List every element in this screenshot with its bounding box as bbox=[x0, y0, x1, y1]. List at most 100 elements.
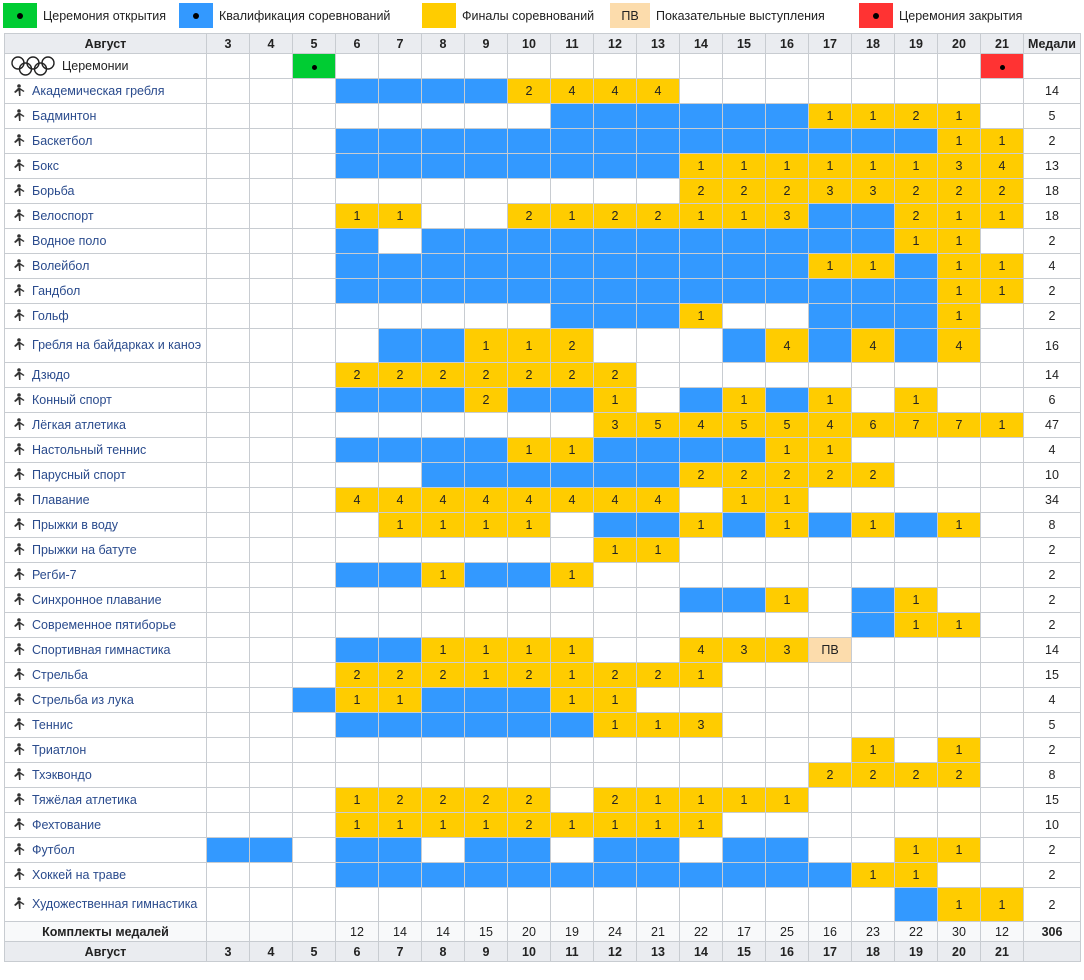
modern-pentathlon-icon bbox=[10, 618, 27, 631]
legend-closing-swatch bbox=[859, 3, 893, 28]
empty-cell bbox=[550, 512, 594, 538]
sport-link[interactable]: Спортивная гимнастика bbox=[32, 643, 171, 657]
legend-exhibition-swatch: ПВ bbox=[610, 3, 650, 28]
sport-link[interactable]: Лёгкая атлетика bbox=[32, 418, 127, 432]
sport-link[interactable]: Современное пятиборье bbox=[32, 618, 177, 632]
qualification-cell bbox=[636, 128, 680, 154]
final-cell: 6 bbox=[851, 412, 895, 438]
empty-cell bbox=[851, 712, 895, 738]
sport-link[interactable]: Бадминтон bbox=[32, 109, 97, 123]
empty-cell bbox=[636, 612, 680, 638]
final-cell: 3 bbox=[593, 412, 637, 438]
final-cell: 1 bbox=[851, 103, 895, 129]
day-header: 6 bbox=[335, 33, 379, 54]
sport-link[interactable]: Велоспорт bbox=[32, 209, 94, 223]
empty-cell bbox=[421, 837, 465, 863]
medals-count-cell: 6 bbox=[1023, 387, 1081, 413]
qualification-cell bbox=[722, 278, 766, 304]
sport-link[interactable]: Теннис bbox=[32, 718, 73, 732]
empty-cell bbox=[937, 862, 981, 888]
sport-link[interactable]: Художественная гимнастика bbox=[32, 897, 198, 911]
empty-cell bbox=[593, 562, 637, 588]
sport-link[interactable]: Дзюдо bbox=[32, 368, 70, 382]
sport-link[interactable]: Баскетбол bbox=[32, 134, 93, 148]
medals-count-cell: 14 bbox=[1023, 78, 1081, 104]
sport-link[interactable]: Конный спорт bbox=[32, 393, 112, 407]
medals-count-cell: 2 bbox=[1023, 837, 1081, 863]
sport-link[interactable]: Гандбол bbox=[32, 284, 81, 298]
weightlifting-icon bbox=[10, 793, 27, 806]
qualification-cell bbox=[421, 228, 465, 254]
final-cell: 1 bbox=[851, 737, 895, 763]
qualification-cell bbox=[808, 203, 852, 229]
sport-link[interactable]: Тхэквондо bbox=[32, 768, 92, 782]
empty-cell bbox=[722, 887, 766, 922]
sport-link[interactable]: Бокс bbox=[32, 159, 60, 173]
empty-cell bbox=[679, 328, 723, 363]
final-cell: 1 bbox=[808, 153, 852, 179]
qualification-cell bbox=[894, 328, 938, 363]
final-cell: 1 bbox=[464, 512, 508, 538]
sport-row: Дзюдо 2 2 2 2 2 2 2 14 bbox=[4, 362, 1081, 388]
empty-cell bbox=[980, 662, 1024, 688]
sport-name-cell: Тхэквондо bbox=[4, 762, 207, 788]
sport-link[interactable]: Академическая гребля bbox=[32, 84, 165, 98]
final-cell: 2 bbox=[593, 362, 637, 388]
sport-link[interactable]: Регби-7 bbox=[32, 568, 77, 582]
sport-link[interactable]: Стрельба из лука bbox=[32, 693, 134, 707]
sport-row: Настольный теннис 1 1 1 1 4 bbox=[4, 437, 1081, 463]
sport-link[interactable]: Хоккей на траве bbox=[32, 868, 127, 882]
final-cell: 1 bbox=[808, 103, 852, 129]
day-total-cell: 12 bbox=[335, 921, 379, 942]
final-cell: 2 bbox=[464, 362, 508, 388]
final-cell: 4 bbox=[808, 412, 852, 438]
sport-link[interactable]: Борьба bbox=[32, 184, 75, 198]
sport-row: Регби-7 1 1 2 bbox=[4, 562, 1081, 588]
empty-cell bbox=[335, 762, 379, 788]
final-cell: 1 bbox=[980, 887, 1024, 922]
final-cell: 2 bbox=[894, 762, 938, 788]
sport-link[interactable]: Синхронное плавание bbox=[32, 593, 162, 607]
final-cell: 1 bbox=[593, 387, 637, 413]
final-cell: 2 bbox=[765, 178, 809, 204]
final-cell: 2 bbox=[808, 762, 852, 788]
empty-cell bbox=[206, 562, 250, 588]
empty-cell bbox=[980, 387, 1024, 413]
sport-link[interactable]: Гольф bbox=[32, 309, 69, 323]
empty-cell bbox=[550, 787, 594, 813]
sport-link[interactable]: Прыжки на батуте bbox=[32, 543, 137, 557]
sport-name-cell: Конный спорт bbox=[4, 387, 207, 413]
final-cell: 5 bbox=[765, 412, 809, 438]
qualification-cell bbox=[722, 328, 766, 363]
sport-link[interactable]: Гребля на байдарках и каноэ bbox=[32, 338, 202, 352]
sport-link[interactable]: Настольный теннис bbox=[32, 443, 147, 457]
sport-link[interactable]: Фехтование bbox=[32, 818, 102, 832]
sport-link[interactable]: Футбол bbox=[32, 843, 75, 857]
qualification-cell bbox=[722, 437, 766, 463]
empty-cell bbox=[335, 587, 379, 613]
empty-cell bbox=[378, 412, 422, 438]
sport-link[interactable]: Стрельба bbox=[32, 668, 88, 682]
taekwondo-icon bbox=[10, 768, 27, 781]
synchronized-swimming-icon bbox=[10, 593, 27, 606]
sport-link[interactable]: Парусный спорт bbox=[32, 468, 126, 482]
sport-link[interactable]: Плавание bbox=[32, 493, 90, 507]
qualification-cell bbox=[722, 512, 766, 538]
empty-cell bbox=[808, 687, 852, 713]
sport-link[interactable]: Волейбол bbox=[32, 259, 90, 273]
final-cell: 4 bbox=[636, 487, 680, 513]
sport-link[interactable]: Триатлон bbox=[32, 743, 87, 757]
empty-cell bbox=[550, 737, 594, 763]
sport-link[interactable]: Тяжёлая атлетика bbox=[32, 793, 137, 807]
final-cell: 1 bbox=[550, 437, 594, 463]
empty-cell bbox=[249, 253, 293, 279]
empty-cell bbox=[894, 53, 938, 79]
empty-cell bbox=[206, 228, 250, 254]
sport-link[interactable]: Водное поло bbox=[32, 234, 107, 248]
day-header: 20 bbox=[937, 33, 981, 54]
medals-count-cell: 8 bbox=[1023, 762, 1081, 788]
sport-link[interactable]: Прыжки в воду bbox=[32, 518, 119, 532]
sport-name-cell: Гольф bbox=[4, 303, 207, 329]
diving-icon bbox=[10, 518, 27, 531]
empty-cell bbox=[335, 462, 379, 488]
